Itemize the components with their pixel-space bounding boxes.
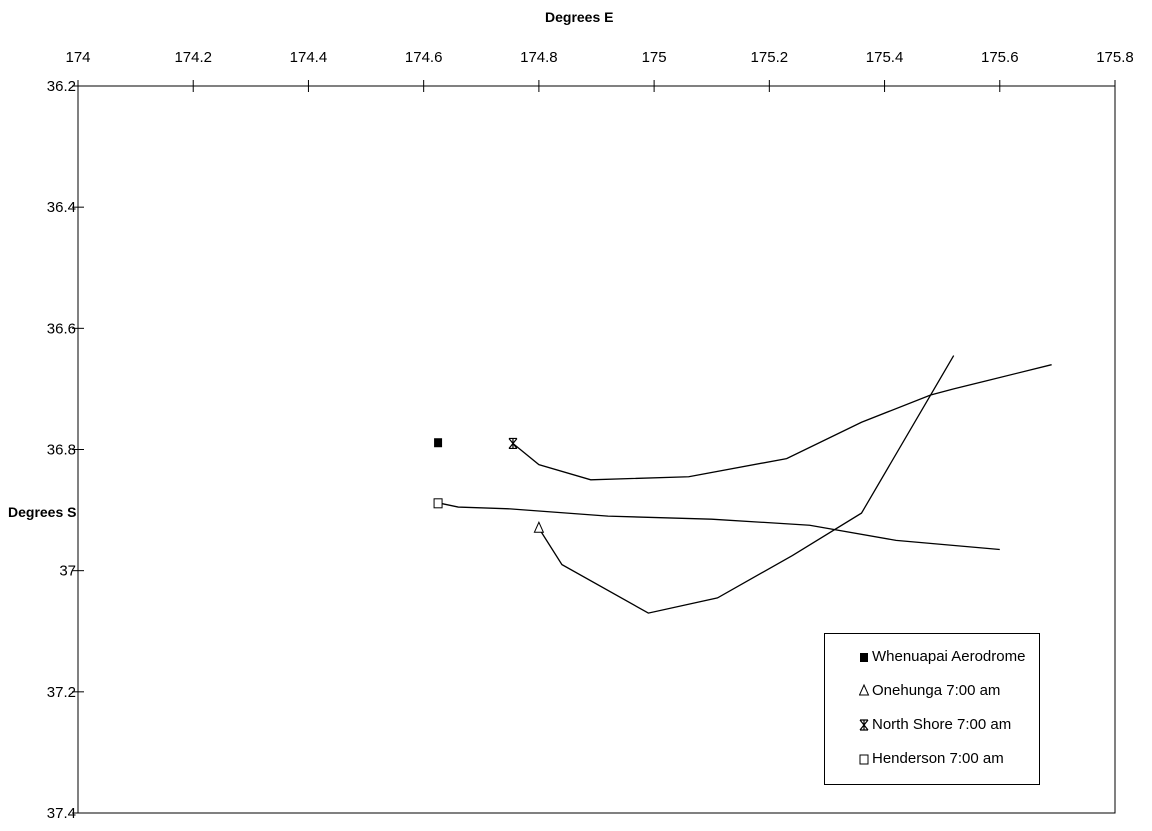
legend-label: North Shore 7:00 am (872, 716, 1012, 733)
y-tick-label: 36.4 (47, 199, 76, 216)
legend-label: Whenuapai Aerodrome (872, 648, 1026, 665)
x-tick-label: 175 (642, 49, 667, 66)
x-tick-label: 175.6 (981, 49, 1019, 66)
x-tick-label: 174.6 (405, 49, 443, 66)
series-1 (533, 355, 955, 614)
series-2 (508, 364, 1052, 481)
legend-label: Onehunga 7:00 am (872, 682, 1001, 699)
legend-marker-shape (859, 719, 869, 731)
series-line (437, 502, 1000, 551)
legend-marker-shape (859, 683, 870, 696)
x-axis-label: Degrees E (545, 9, 614, 25)
x-tick-label: 174.2 (174, 49, 212, 66)
y-tick-label: 36.8 (47, 442, 76, 459)
x-tick-label: 174.4 (290, 49, 328, 66)
series-line (538, 355, 955, 614)
y-tick-label: 36.2 (47, 78, 76, 95)
series-0 (434, 438, 443, 448)
series-layer (433, 355, 1052, 614)
legend-marker-shape (859, 754, 869, 765)
x-axis-ticks: 174 174.2 174.4 174.6 174.8 175 175.2 175.4 175.… (65, 49, 1134, 92)
legend-marker (859, 683, 870, 696)
legend-marker-shape (860, 653, 868, 662)
legend-marker (859, 719, 869, 731)
x-tick-label: 174.8 (520, 49, 558, 66)
data-point-marker (433, 498, 443, 509)
y-tick-label: 37.2 (47, 684, 76, 701)
x-tick-label: 175.4 (866, 49, 904, 66)
legend-label: Henderson 7:00 am (872, 750, 1004, 767)
x-tick-label: 175.2 (751, 49, 789, 66)
y-tick-label: 37 (59, 563, 76, 580)
legend: Whenuapai Aerodrome Onehunga 7:00 am North… (824, 633, 1040, 785)
legend-marker (860, 653, 868, 662)
data-point-marker (533, 521, 545, 533)
x-tick-label: 175.8 (1096, 49, 1134, 66)
series-line (512, 364, 1052, 481)
legend-marker (859, 754, 869, 765)
y-tick-label: 37.4 (47, 805, 76, 822)
y-axis-ticks: 36.2 36.4 36.6 36.8 37 37.2 37.4 (47, 78, 84, 822)
y-axis-label: Degrees S (8, 504, 77, 520)
series-3 (433, 498, 1000, 551)
data-point-marker (508, 437, 518, 450)
x-tick-label: 174 (65, 49, 90, 66)
y-tick-label: 36.6 (47, 320, 76, 337)
data-point-marker (434, 438, 443, 448)
